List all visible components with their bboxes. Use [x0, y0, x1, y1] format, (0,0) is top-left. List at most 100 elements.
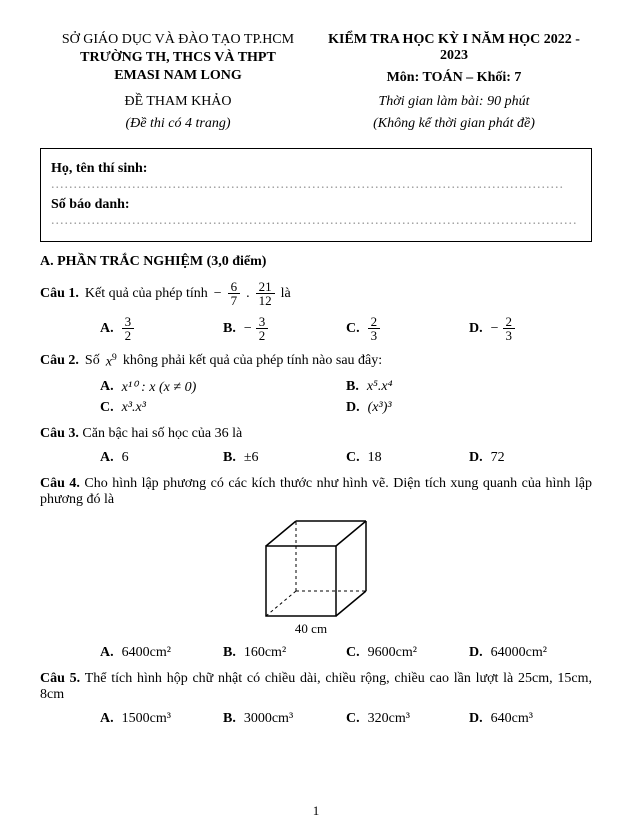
question-1: Câu 1. Kết quả của phép tính − 6 7 . 21 …	[40, 280, 592, 307]
opt-label-a: A.	[100, 450, 114, 466]
q1-dot: .	[246, 286, 250, 302]
opt-label-d: D.	[469, 450, 483, 466]
q1-options: A. 3 2 B. − 3 2 C. 2 3 D. − 2	[100, 315, 592, 342]
q1-b-frac: 3 2	[256, 315, 269, 342]
header-left: SỞ GIÁO DỤC VÀ ĐÀO TẠO TP.HCM TRƯỜNG TH,…	[40, 30, 316, 134]
q1-c-frac: 2 3	[368, 315, 381, 342]
cube-dim-label: 40 cm	[30, 621, 592, 637]
q5-options: A.1500cm³ B.3000cm³ C. 320cm³ D. 640cm³	[100, 711, 592, 727]
opt-label-d: D.	[346, 400, 360, 416]
q3-opt-b: B.±6	[223, 450, 346, 466]
opt-label-d: D.	[469, 711, 483, 727]
opt-label-b: B.	[223, 645, 236, 661]
opt-label-c: C.	[346, 321, 360, 337]
dept-line: SỞ GIÁO DỤC VÀ ĐÀO TẠO TP.HCM	[40, 32, 316, 48]
q1-label: Câu 1.	[40, 286, 79, 302]
q1-opt-b: B. − 3 2	[223, 315, 346, 342]
opt-label-d: D.	[469, 645, 483, 661]
school-line-1: TRƯỜNG TH, THCS VÀ THPT	[40, 50, 316, 66]
opt-label-d: D.	[469, 321, 483, 337]
opt-label-c: C.	[346, 645, 360, 661]
q3-a: 6	[122, 450, 129, 466]
q5-label: Câu 5.	[40, 671, 80, 686]
question-5: Câu 5. Thể tích hình hộp chữ nhật có chi…	[40, 671, 592, 703]
id-dots: ........................................…	[51, 213, 578, 228]
question-3: Câu 3. Căn bậc hai số học của 36 là	[40, 426, 592, 442]
q1-a-frac: 3 2	[122, 315, 135, 342]
q4-text: Cho hình lập phương có các kích thước nh…	[40, 476, 592, 507]
name-dots: ........................................…	[51, 177, 564, 192]
q1-neg: −	[214, 286, 222, 302]
q1-frac-2: 21 12	[256, 280, 275, 307]
q1-b-d: 2	[256, 329, 269, 342]
q5-opt-a: A.1500cm³	[100, 711, 223, 727]
q2-var-pow: 9	[112, 352, 117, 363]
q3-options: A. 6 B.±6 C. 18 D. 72	[100, 450, 592, 466]
q1-d-pre: −	[491, 321, 499, 337]
q2-d-expr: (x³)³	[368, 400, 392, 416]
q4-c: 9600cm²	[368, 645, 417, 661]
cube-figure: 40 cm	[40, 516, 592, 637]
q4-a: 6400cm²	[122, 645, 171, 661]
opt-label-a: A.	[100, 379, 114, 395]
q4-label: Câu 4.	[40, 476, 80, 491]
page-count: (Đề thi có 4 trang)	[40, 116, 316, 132]
q5-text: Thể tích hình hộp chữ nhật có chiều dài,…	[40, 671, 592, 702]
opt-label-b: B.	[223, 321, 236, 337]
duration-note: (Không kể thời gian phát đề)	[316, 116, 592, 132]
q2-opt-d: D. (x³)³	[346, 400, 592, 416]
q2-var: x9	[106, 352, 117, 371]
q1-b-n: 3	[256, 315, 269, 329]
q1-c-n: 2	[368, 315, 381, 329]
q3-opt-c: C. 18	[346, 450, 469, 466]
name-label: Họ, tên thí sinh:	[51, 161, 147, 176]
name-row: Họ, tên thí sinh: ......................…	[51, 161, 581, 193]
id-row: Số báo danh: ...........................…	[51, 197, 581, 229]
opt-label-b: B.	[346, 379, 359, 395]
q5-opt-b: B.3000cm³	[223, 711, 346, 727]
q1-frac2-n: 21	[256, 280, 275, 294]
q1-opt-d: D. − 2 3	[469, 315, 592, 342]
q4-opt-d: D. 64000cm²	[469, 645, 592, 661]
q1-opt-c: C. 2 3	[346, 315, 469, 342]
q4-options: A.6400cm² B.160cm² C.9600cm² D.64000cm²	[100, 645, 592, 661]
q3-d: 72	[491, 450, 505, 466]
q2-c-expr: x³.x³	[122, 400, 146, 416]
q5-d: 640cm³	[491, 711, 533, 727]
q1-suffix: là	[281, 286, 291, 302]
q4-d: 64000cm²	[491, 645, 547, 661]
q5-opt-d: D. 640cm³	[469, 711, 592, 727]
header-right: KIỂM TRA HỌC KỲ I NĂM HỌC 2022 - 2023 Mô…	[316, 30, 592, 134]
q1-d-n: 2	[503, 315, 516, 329]
q3-b: ±6	[244, 450, 259, 466]
q1-prefix: Kết quả của phép tính	[85, 286, 208, 302]
q1-a-n: 3	[122, 315, 135, 329]
opt-label-c: C.	[100, 400, 114, 416]
section-a-title: A. PHẦN TRẮC NGHIỆM (3,0 điểm)	[40, 254, 592, 270]
exam-title: KIỂM TRA HỌC KỲ I NĂM HỌC 2022 - 2023	[316, 32, 592, 64]
q4-opt-c: C. 9600cm²	[346, 645, 469, 661]
opt-label-b: B.	[223, 711, 236, 727]
cube-svg	[246, 516, 386, 626]
q1-a-d: 2	[122, 329, 135, 342]
school-line-2: EMASI NAM LONG	[40, 68, 316, 84]
opt-label-c: C.	[346, 450, 360, 466]
candidate-info-box: Họ, tên thí sinh: ......................…	[40, 148, 592, 242]
id-label: Số báo danh:	[51, 197, 130, 212]
q2-label: Câu 2.	[40, 353, 79, 369]
header: SỞ GIÁO DỤC VÀ ĐÀO TẠO TP.HCM TRƯỜNG TH,…	[40, 30, 592, 134]
q4-b: 160cm²	[244, 645, 286, 661]
q1-d-d: 3	[503, 329, 516, 342]
q3-c: 18	[368, 450, 382, 466]
opt-label-c: C.	[346, 711, 360, 727]
q5-opt-c: C. 320cm³	[346, 711, 469, 727]
q5-c: 320cm³	[368, 711, 410, 727]
q1-frac1-n: 6	[228, 280, 241, 294]
q1-frac1-d: 7	[228, 294, 241, 307]
q1-frac2-d: 12	[256, 294, 275, 307]
subject: Môn: TOÁN – Khối: 7	[316, 70, 592, 86]
q5-a: 1500cm³	[122, 711, 171, 727]
q1-frac-1: 6 7	[228, 280, 241, 307]
q2-options: A. x¹⁰ : x (x ≠ 0) B. x⁵.x⁴ C. x³.x³ D. …	[100, 379, 592, 416]
q2-text-a: Số	[85, 353, 100, 369]
